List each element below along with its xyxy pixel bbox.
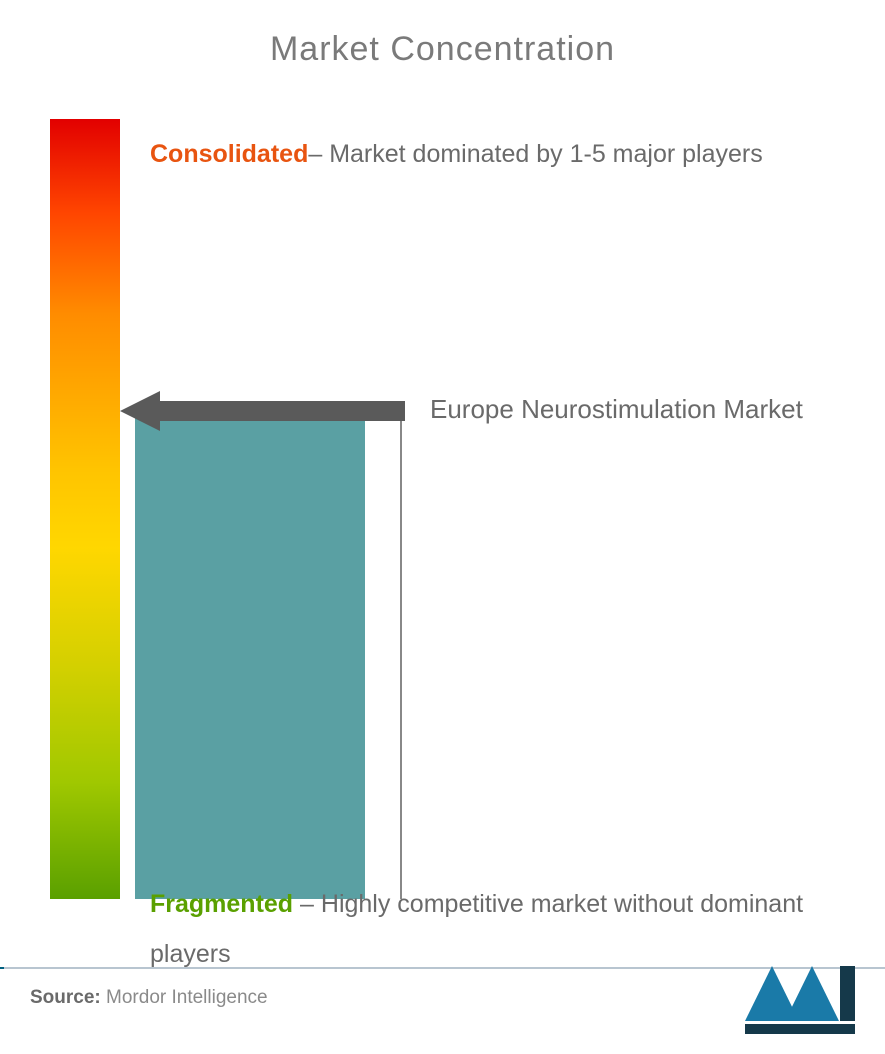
fragmented-description: Fragmented – Highly competitive market w…: [150, 879, 870, 979]
footer-accent: [0, 967, 4, 969]
infographic-container: Market Concentration Consolidated– Marke…: [0, 0, 885, 1054]
brand-logo-icon: [745, 966, 855, 1036]
logo-svg: [745, 966, 855, 1036]
pointer-arrow: [120, 391, 420, 431]
source-value: Mordor Intelligence: [101, 987, 268, 1008]
source-attribution: Source: Mordor Intelligence: [30, 987, 268, 1009]
consolidated-description: Consolidated– Market dominated by 1-5 ma…: [150, 129, 830, 179]
market-position-bar: [135, 409, 365, 899]
fragmented-keyword: Fragmented: [150, 890, 293, 918]
source-label: Source:: [30, 987, 101, 1008]
consolidated-text: – Market dominated by 1-5 major players: [308, 140, 762, 168]
chart-title: Market Concentration: [40, 30, 845, 69]
market-name-label: Europe Neurostimulation Market: [430, 394, 803, 425]
concentration-gradient-bar: [50, 119, 120, 899]
connector-line: [400, 409, 402, 899]
arrow-head-icon: [120, 391, 160, 431]
chart-content: Consolidated– Market dominated by 1-5 ma…: [40, 119, 845, 939]
arrow-body: [155, 401, 405, 421]
consolidated-keyword: Consolidated: [150, 140, 308, 168]
